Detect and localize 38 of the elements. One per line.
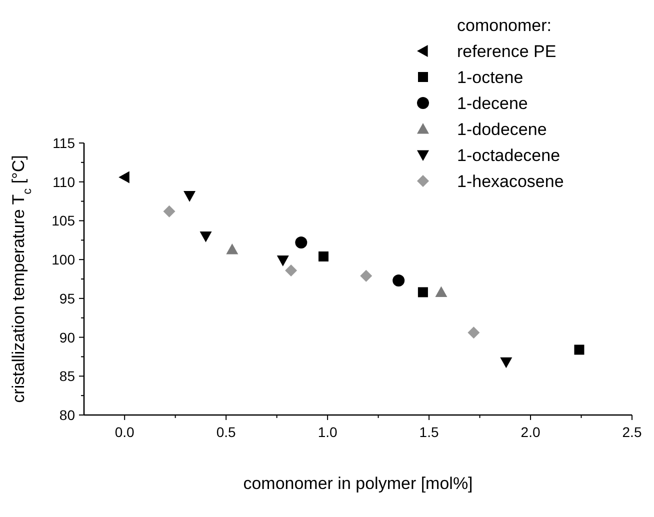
y-tick-label: 115 — [52, 135, 76, 151]
point — [418, 287, 428, 298]
point — [435, 286, 448, 298]
x-tick-label: 2.5 — [622, 424, 642, 440]
point — [200, 231, 212, 242]
point — [226, 243, 238, 254]
y-tick-label: 110 — [52, 174, 76, 190]
legend-label: 1-octene — [457, 68, 524, 87]
point — [163, 205, 176, 218]
x-tick-label: 0.0 — [114, 424, 135, 440]
y-tick-label: 90 — [59, 329, 76, 346]
point — [500, 357, 512, 368]
point — [318, 251, 328, 262]
x-axis-title: comonomer in polymer [mol%] — [243, 474, 473, 493]
point — [574, 344, 584, 355]
x-tick-label: 0.5 — [216, 424, 236, 440]
point — [468, 326, 480, 339]
y-tick-label: 105 — [52, 212, 76, 229]
point — [285, 264, 298, 276]
y-tick-label: 85 — [59, 368, 76, 384]
legend-label: 1-decene — [457, 94, 528, 113]
x-tick-label: 2.0 — [520, 424, 540, 440]
point — [392, 274, 405, 287]
y-tick-label: 80 — [59, 407, 76, 423]
legend-title: comonomer: — [457, 16, 552, 35]
x-tick-label: 1.0 — [318, 424, 338, 440]
point — [118, 171, 130, 184]
y-tick-label: 100 — [52, 252, 76, 268]
point — [360, 270, 372, 282]
point — [184, 191, 196, 202]
legend-label: 1-hexacosene — [457, 172, 564, 191]
y-tick-label: 95 — [59, 290, 76, 306]
legend-label: 1-dodecene — [457, 120, 547, 139]
point — [276, 256, 289, 266]
legend-label: 1-octadecene — [457, 146, 560, 165]
x-tick-label: 1.5 — [419, 424, 439, 440]
legend-label: reference PE — [457, 42, 556, 61]
point — [295, 236, 308, 248]
